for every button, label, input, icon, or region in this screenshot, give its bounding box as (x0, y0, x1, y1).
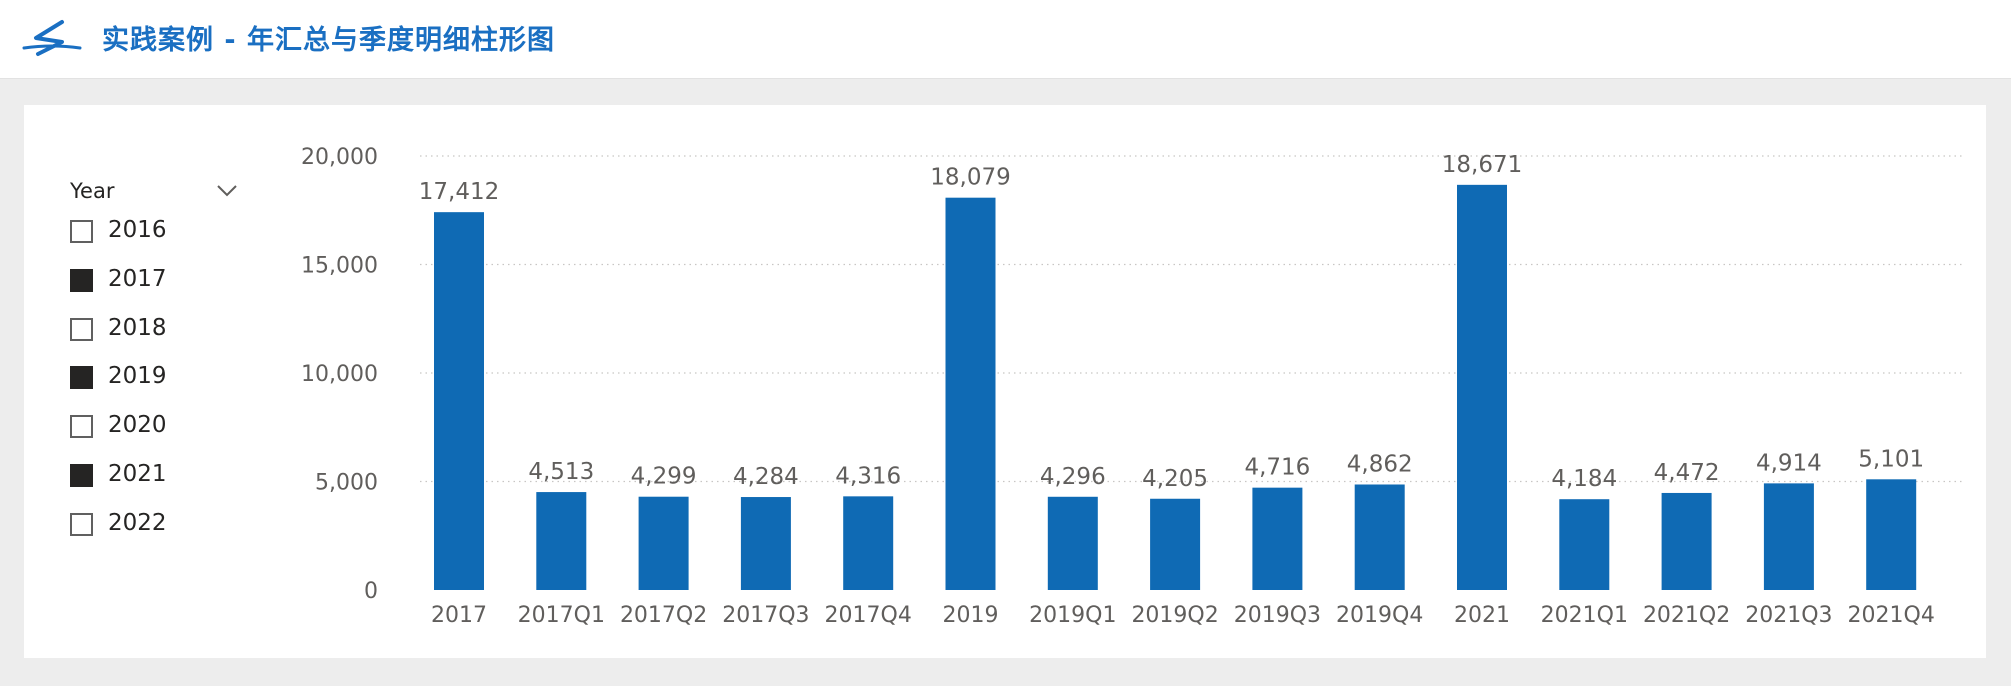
checkbox[interactable] (70, 220, 93, 243)
swoosh-logo-icon (22, 20, 82, 56)
bar[interactable] (536, 492, 587, 590)
data-label: 4,316 (835, 463, 901, 489)
slicer-item-label: 2017 (108, 266, 167, 292)
bar[interactable] (638, 496, 689, 590)
bar[interactable] (843, 496, 894, 590)
data-label: 4,472 (1654, 460, 1720, 486)
data-label: 4,862 (1347, 451, 1413, 477)
bar[interactable] (740, 497, 791, 590)
slicer-item-label: 2016 (108, 217, 167, 243)
slicer-item-2021[interactable]: 2021 (70, 459, 230, 491)
checkbox[interactable] (70, 366, 93, 389)
report-header: 实践案例 - 年汇总与季度明细柱形图 (0, 0, 2011, 79)
bar[interactable] (1150, 498, 1201, 590)
bar[interactable] (1252, 487, 1303, 590)
x-tick-label: 2017 (431, 603, 487, 628)
x-tick-label: 2021Q2 (1643, 603, 1730, 628)
slicer-item-2017[interactable]: 2017 (70, 264, 230, 296)
slicer-item-2016[interactable]: 2016 (70, 215, 230, 247)
data-label: 18,671 (1442, 152, 1522, 178)
checkbox[interactable] (70, 513, 93, 536)
x-tick-label: 2017Q4 (825, 603, 912, 628)
x-tick-label: 2019Q2 (1131, 603, 1218, 628)
checkbox[interactable] (70, 269, 93, 292)
slicer-item-label: 2019 (108, 363, 167, 389)
data-label: 4,513 (528, 459, 594, 485)
checkbox[interactable] (70, 318, 93, 341)
slicer-item-2018[interactable]: 2018 (70, 313, 230, 345)
chevron-down-icon[interactable] (216, 184, 238, 198)
x-tick-label: 2021 (1454, 603, 1510, 628)
data-label: 4,299 (631, 464, 697, 490)
x-tick-label: 2017Q1 (518, 603, 605, 628)
y-tick-label: 10,000 (301, 362, 378, 387)
slicer-item-2022[interactable]: 2022 (70, 508, 230, 540)
x-tick-label: 2021Q1 (1541, 603, 1628, 628)
x-tick-label: 2021Q3 (1745, 603, 1832, 628)
data-label: 4,184 (1551, 466, 1617, 492)
y-tick-label: 20,000 (301, 145, 378, 170)
page-title: 实践案例 - 年汇总与季度明细柱形图 (102, 25, 556, 56)
checkbox[interactable] (70, 464, 93, 487)
slicer-item-label: 2020 (108, 412, 167, 438)
checkbox[interactable] (70, 415, 93, 438)
slicer-item-2020[interactable]: 2020 (70, 410, 230, 442)
y-tick-label: 5,000 (315, 471, 378, 496)
y-tick-label: 0 (364, 579, 378, 604)
slicer-item-label: 2022 (108, 510, 167, 536)
data-label: 18,079 (930, 165, 1010, 191)
bar[interactable] (1559, 499, 1610, 590)
data-label: 4,205 (1142, 466, 1208, 492)
slicer-header[interactable]: Year (70, 178, 240, 206)
slicer-item-label: 2021 (108, 461, 167, 487)
bar[interactable] (434, 212, 484, 590)
data-label: 4,296 (1040, 464, 1106, 490)
x-tick-label: 2019Q3 (1234, 603, 1321, 628)
bar[interactable] (1763, 483, 1814, 590)
bar[interactable] (1047, 496, 1098, 590)
data-label: 5,101 (1858, 446, 1924, 472)
bar[interactable] (1661, 492, 1712, 590)
chart-panel (24, 105, 1986, 658)
x-tick-label: 2021Q4 (1848, 603, 1935, 628)
bar[interactable] (1457, 184, 1507, 590)
year-slicer: Year 2016 2017 2018 2019 2020 2021 2022 (70, 178, 250, 548)
slicer-item-label: 2018 (108, 315, 167, 341)
slicer-title: Year (70, 179, 115, 203)
bar[interactable] (1866, 479, 1917, 590)
x-tick-label: 2017Q2 (620, 603, 707, 628)
y-tick-label: 15,000 (301, 254, 378, 279)
x-tick-label: 2017Q3 (722, 603, 809, 628)
data-label: 4,914 (1756, 450, 1822, 476)
bar[interactable] (945, 197, 996, 590)
x-tick-label: 2019Q1 (1029, 603, 1116, 628)
slicer-item-2019[interactable]: 2019 (70, 361, 230, 393)
bar[interactable] (1354, 484, 1405, 590)
x-tick-label: 2019 (943, 603, 999, 628)
data-label: 4,716 (1244, 455, 1310, 481)
data-label: 4,284 (733, 464, 799, 490)
x-tick-label: 2019Q4 (1336, 603, 1423, 628)
data-label: 17,412 (419, 179, 499, 205)
